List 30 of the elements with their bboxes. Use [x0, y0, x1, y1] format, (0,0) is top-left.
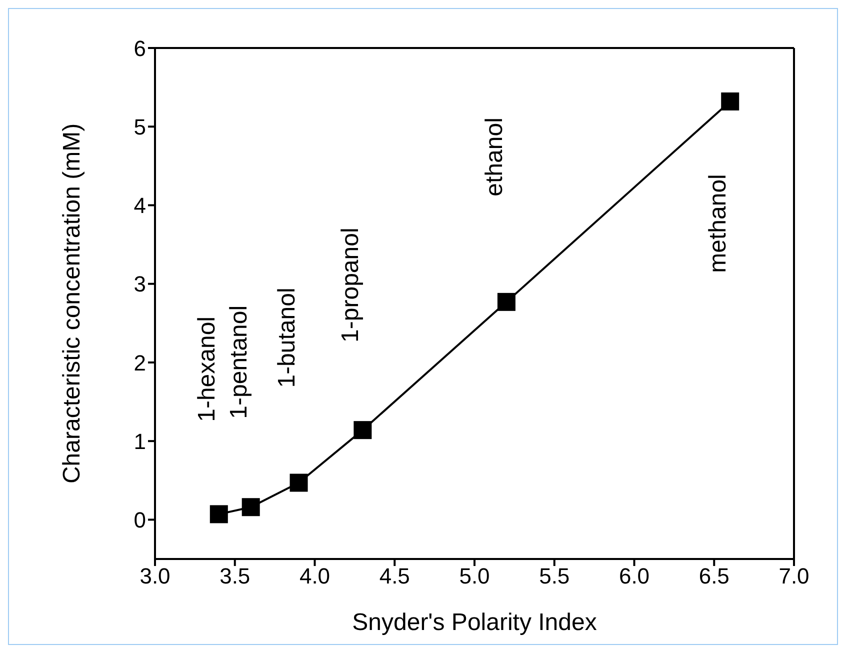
- point: [721, 92, 740, 110]
- y-tick-label: 4: [134, 193, 146, 218]
- point: [290, 474, 308, 492]
- point: [210, 505, 228, 524]
- y-tick-label: 0: [134, 508, 146, 532]
- annotation: 1-pentanol: [225, 305, 252, 419]
- y-tick-label: 1: [134, 428, 146, 454]
- y-tick-label: 5: [134, 114, 146, 140]
- y-tick-label: 3: [134, 272, 146, 297]
- x-tick-label: 5.0: [459, 564, 490, 589]
- annotation: 1-hexanol: [193, 316, 220, 422]
- x-axis-title: Snyder's Polarity Index: [352, 609, 597, 636]
- x-tick-label: 6.5: [698, 564, 730, 589]
- x-tick-label: 5.5: [539, 564, 570, 589]
- x-tick-label: 3.5: [220, 564, 250, 589]
- x-tick-label: 3.0: [140, 564, 170, 589]
- x-tick-label: 6.0: [618, 564, 650, 589]
- y-tick-label: 6: [134, 36, 146, 61]
- x-tick-label: 4.0: [299, 564, 330, 589]
- annotation: 1-butanol: [273, 288, 300, 388]
- annotation: 1-propanol: [337, 228, 364, 342]
- x-tick-label: 7.0: [778, 564, 810, 589]
- annotation: methanol: [704, 174, 732, 273]
- point: [242, 498, 260, 516]
- y-tick-label: 2: [134, 350, 146, 376]
- y-axis-title: Characteristic concentration (mM): [58, 123, 86, 484]
- point: [497, 292, 516, 311]
- x-tick-label: 4.5: [379, 564, 410, 589]
- point: [354, 421, 372, 440]
- annotation: ethanol: [480, 118, 508, 196]
